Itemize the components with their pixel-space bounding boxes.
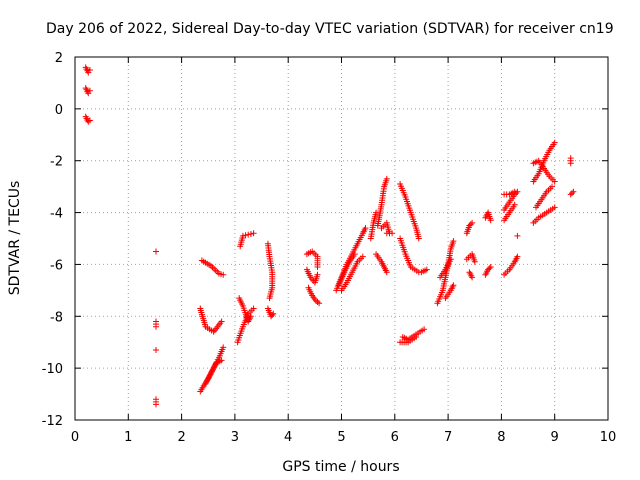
data-point <box>314 264 321 270</box>
x-tick-label: 6 <box>391 430 399 445</box>
data-point <box>487 217 494 224</box>
data-point <box>86 87 93 94</box>
x-axis-label: GPS time / hours <box>282 459 399 475</box>
data-point <box>242 232 249 239</box>
data-point <box>486 265 493 272</box>
x-tick-label: 10 <box>600 430 617 445</box>
data-point <box>218 318 225 325</box>
data-point <box>362 225 369 232</box>
x-tick-label: 1 <box>124 430 132 445</box>
data-point <box>549 183 555 190</box>
data-point <box>570 188 577 195</box>
x-tick-label: 9 <box>551 430 559 445</box>
x-tick-label: 0 <box>71 430 79 445</box>
data-point <box>567 191 574 198</box>
data-point <box>316 300 323 307</box>
data-point <box>487 264 494 270</box>
data-point <box>511 201 518 208</box>
data-point <box>247 231 254 237</box>
data-point <box>250 230 257 237</box>
data-point <box>450 238 457 245</box>
data-point <box>466 222 473 229</box>
data-point <box>314 271 321 278</box>
data-point <box>153 401 159 408</box>
data-point <box>469 274 476 281</box>
data-point <box>447 256 454 263</box>
y-axis-label: SDTVAR / TECUs <box>7 181 23 296</box>
grid-lines <box>75 57 608 420</box>
x-tick-label: 8 <box>497 430 505 445</box>
y-tick-label: -4 <box>50 207 63 222</box>
data-point <box>485 266 492 273</box>
data-point <box>469 219 476 226</box>
data-point <box>351 251 358 258</box>
data-point <box>266 295 273 302</box>
data-point <box>567 160 574 167</box>
data-point <box>413 334 420 340</box>
data-points <box>82 64 577 408</box>
data-point <box>245 231 252 238</box>
data-point <box>86 117 93 124</box>
axis-ticks: 0 1 2 3 4 5 6 7 8 9 10 -12 -10 -8 -6 -4 -2 0 2 <box>42 51 617 445</box>
data-point <box>153 347 159 353</box>
data-point <box>569 190 575 197</box>
data-point <box>239 232 246 239</box>
y-tick-label: -2 <box>50 155 63 170</box>
y-tick-label: 2 <box>55 51 63 66</box>
data-point <box>423 266 430 273</box>
x-tick-label: 5 <box>337 430 345 445</box>
data-point <box>551 204 558 211</box>
data-point <box>450 282 457 289</box>
x-tick-label: 2 <box>177 430 185 445</box>
data-point <box>514 232 521 239</box>
data-point <box>359 253 366 260</box>
data-point <box>270 310 277 317</box>
data-point <box>220 271 227 278</box>
data-point <box>467 221 474 228</box>
data-point <box>269 312 276 318</box>
x-tick-label: 7 <box>444 430 452 445</box>
data-point <box>247 313 254 320</box>
y-tick-label: -6 <box>50 258 63 273</box>
data-point <box>511 188 518 195</box>
data-point <box>218 357 225 364</box>
data-point <box>153 323 159 330</box>
data-point <box>551 178 558 185</box>
x-tick-label: 3 <box>231 430 239 445</box>
chart-title: Day 206 of 2022, Sidereal Day-to-day VTE… <box>46 21 614 37</box>
y-tick-label: -12 <box>42 414 63 429</box>
data-point <box>220 344 227 351</box>
y-tick-label: 0 <box>55 103 63 118</box>
data-point <box>383 175 390 182</box>
data-point <box>551 139 558 146</box>
data-point <box>86 67 93 73</box>
data-point <box>389 230 396 237</box>
data-point <box>153 248 159 255</box>
data-point <box>421 326 428 333</box>
y-tick-label: -8 <box>50 310 63 325</box>
x-tick-label: 4 <box>284 430 292 445</box>
data-point <box>383 269 390 276</box>
data-point <box>514 253 521 260</box>
data-point <box>250 305 257 312</box>
data-point <box>471 258 478 265</box>
y-tick-label: -10 <box>42 362 63 377</box>
data-point <box>415 235 422 242</box>
